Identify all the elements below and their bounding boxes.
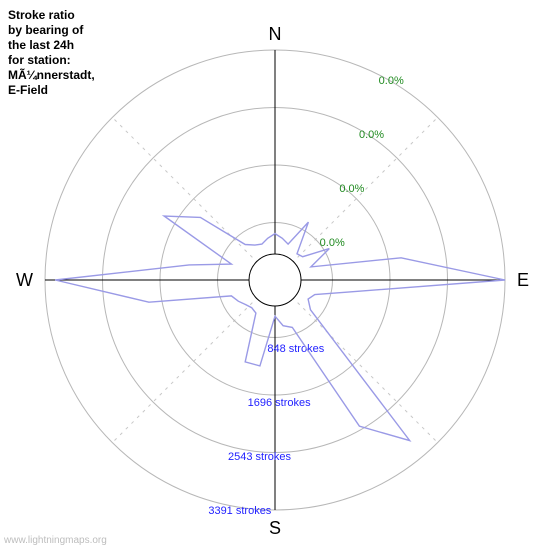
compass-e: E — [517, 270, 529, 290]
compass-s: S — [269, 518, 281, 538]
center-hole — [249, 254, 301, 306]
ring-label-lower: 3391 strokes — [208, 505, 271, 517]
ring-label-lower: 848 strokes — [267, 343, 324, 355]
ring-label-lower: 1696 strokes — [248, 397, 311, 409]
ring-label-upper: 0.0% — [339, 183, 364, 195]
ring-label-lower: 2543 strokes — [228, 451, 291, 463]
compass-n: N — [269, 24, 282, 44]
ring-label-upper: 0.0% — [379, 75, 404, 87]
polar-chart-svg: 0.0% 0.0% 0.0% 0.0% 848 strokes 1696 strokes 2… — [0, 0, 550, 550]
ring-label-upper: 0.0% — [320, 237, 345, 249]
footer-credit: www.lightningmaps.org — [4, 535, 107, 546]
compass-w: W — [16, 270, 33, 290]
ring-label-upper: 0.0% — [359, 129, 384, 141]
polar-chart-container: Stroke ratio by bearing of the last 24h … — [0, 0, 550, 550]
